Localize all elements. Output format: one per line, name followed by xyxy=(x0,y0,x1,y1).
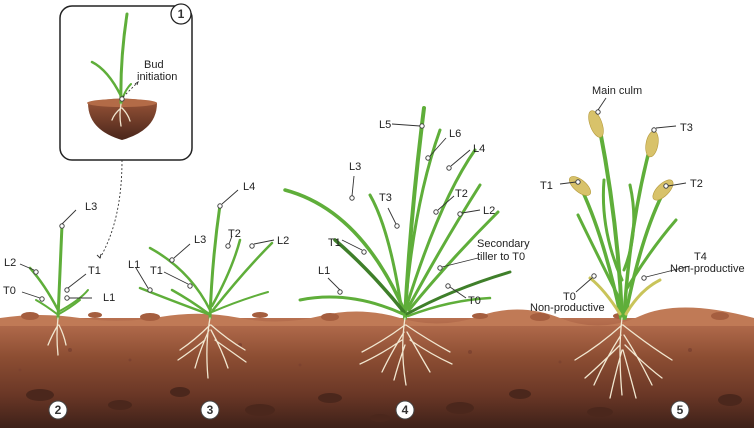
s3-label-l4: L4 xyxy=(243,181,255,193)
s2-label-t0: T0 xyxy=(3,285,16,297)
stage-3-number: 3 xyxy=(207,403,214,417)
s2-label-l2: L2 xyxy=(4,257,16,269)
s4-label-l4: L4 xyxy=(473,143,485,155)
stage-4-number: 4 xyxy=(402,403,409,417)
s2-label-l1: L1 xyxy=(103,292,115,304)
s4-label-t3: T3 xyxy=(379,192,392,204)
stage-2-plant: L3 L2 T1 T0 L1 2 xyxy=(3,201,115,420)
stage-3-plant: L4 L3 T2 L2 L1 T1 3 xyxy=(128,181,289,420)
s4-label-t1: T1 xyxy=(328,237,341,249)
s5-label-t4: T4 xyxy=(694,251,707,263)
s3-label-l2: L2 xyxy=(277,235,289,247)
s4-label-tiller-to-t0: tiller to T0 xyxy=(477,251,525,263)
s4-label-l2: L2 xyxy=(483,205,495,217)
s4-label-l3: L3 xyxy=(349,161,361,173)
s4-label-l6: L6 xyxy=(449,128,461,140)
s5-label-main-culm: Main culm xyxy=(592,85,642,97)
s4-label-l5: L5 xyxy=(379,119,391,131)
s5-label-nonproductive-left: Non-productive xyxy=(530,302,605,314)
stage-1-number: 1 xyxy=(178,7,185,21)
stage-3-badge xyxy=(200,400,220,420)
s5-label-t0: T0 xyxy=(563,291,576,303)
stage-4-badge xyxy=(395,400,415,420)
stage-1-badge xyxy=(170,3,192,25)
s2-label-l3: L3 xyxy=(85,201,97,213)
soil-ground xyxy=(0,307,754,428)
stage-5-plant: Main culm T3 T1 T2 T4 Non-productive T0 … xyxy=(530,85,745,420)
wheat-ears xyxy=(569,110,674,201)
s5-label-t3: T3 xyxy=(680,122,693,134)
stage-5-badge xyxy=(670,400,690,420)
stage-5-number: 5 xyxy=(677,403,684,417)
s4-label-l1: L1 xyxy=(318,265,330,277)
stage-2-badge xyxy=(48,400,68,420)
stage-4-plant: L5 L6 L4 L3 T3 T2 L2 T1 L1 Secondary til… xyxy=(283,106,530,420)
s5-label-t1: T1 xyxy=(540,180,553,192)
s3-label-l3: L3 xyxy=(194,234,206,246)
s4-label-t0: T0 xyxy=(468,295,481,307)
stage-2-number: 2 xyxy=(55,403,62,417)
label-initiation: initiation xyxy=(137,71,177,83)
s4-label-secondary: Secondary xyxy=(477,238,530,250)
s5-label-t2: T2 xyxy=(690,178,703,190)
s2-label-t1: T1 xyxy=(88,265,101,277)
stage-1-inset: Bud initiation 1 xyxy=(59,3,193,259)
s3-label-t1: T1 xyxy=(150,265,163,277)
s5-label-nonproductive-right: Non-productive xyxy=(670,263,745,275)
s3-label-l1: L1 xyxy=(128,259,140,271)
s3-label-t2: T2 xyxy=(228,228,241,240)
label-bud: Bud xyxy=(144,59,164,71)
s4-label-t2: T2 xyxy=(455,188,468,200)
